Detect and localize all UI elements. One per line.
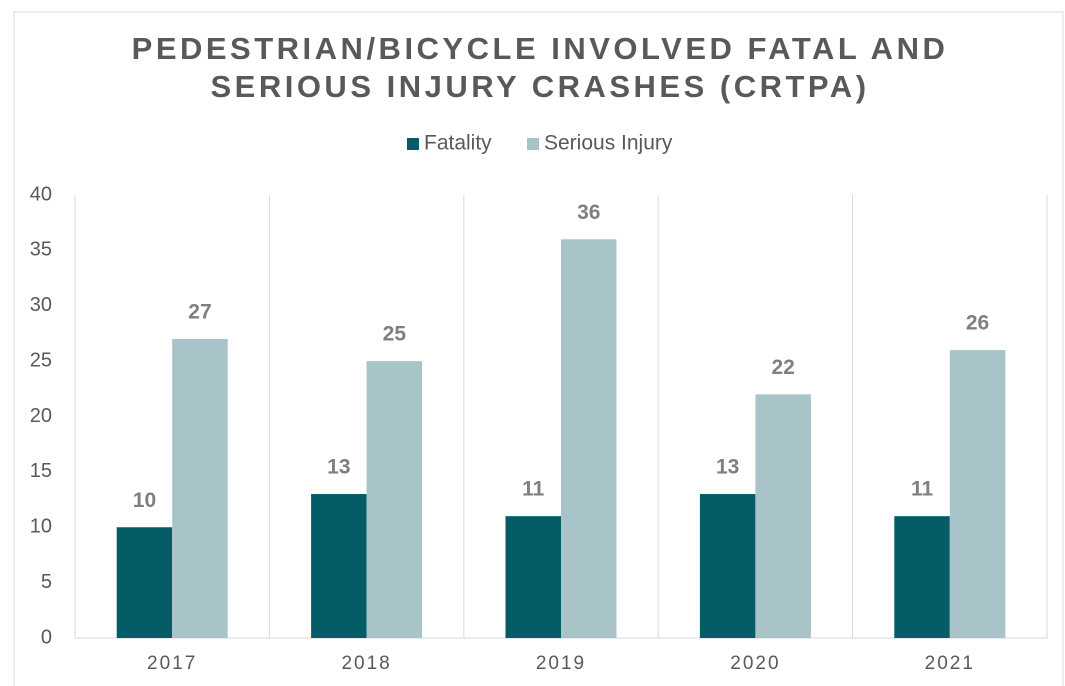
y-tick-label: 25 [30, 349, 52, 371]
y-tick-label: 20 [30, 405, 52, 427]
y-tick-label: 35 [30, 239, 52, 261]
x-tick-label: 2018 [341, 653, 391, 674]
data-label: 27 [188, 301, 211, 324]
bar [116, 527, 173, 638]
legend-label: Fatality [424, 132, 492, 155]
y-tick-label: 5 [41, 571, 52, 593]
y-tick-label: 30 [30, 294, 52, 316]
data-label: 36 [577, 201, 600, 224]
data-label: 11 [522, 478, 545, 501]
chart-title: SERIOUS INJURY CRASHES (CRTPA) [210, 69, 869, 104]
y-tick-label: 40 [30, 183, 52, 205]
x-tick-label: 2020 [730, 653, 780, 674]
legend-label: Serious Injury [544, 132, 673, 155]
bar [505, 516, 561, 638]
x-tick-label: 2019 [536, 653, 586, 674]
bar [699, 494, 756, 638]
bar [172, 338, 228, 638]
bar [894, 516, 950, 638]
data-label: 13 [327, 456, 350, 479]
data-label: 13 [716, 456, 739, 479]
bar [949, 350, 1006, 638]
data-label: 22 [771, 356, 794, 379]
bar [366, 361, 423, 638]
bar [311, 494, 367, 638]
data-label: 25 [383, 323, 407, 346]
data-label: 26 [966, 312, 989, 335]
x-tick-label: 2021 [925, 653, 975, 674]
x-tick-label: 2017 [147, 653, 197, 674]
legend-swatch [407, 138, 419, 150]
y-tick-label: 0 [41, 626, 52, 648]
bar [755, 394, 811, 638]
data-label: 10 [133, 489, 156, 512]
chart-title: PEDESTRIAN/BICYCLE INVOLVED FATAL AND [132, 31, 949, 66]
y-tick-label: 15 [30, 460, 52, 482]
bar [561, 239, 617, 639]
legend-swatch [527, 138, 539, 150]
y-tick-label: 10 [30, 516, 52, 538]
data-label: 11 [911, 478, 934, 501]
